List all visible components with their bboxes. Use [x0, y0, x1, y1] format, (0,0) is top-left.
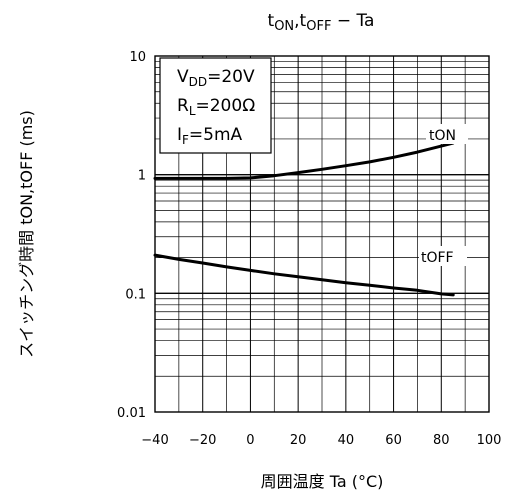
x-tick-label: 60 — [385, 433, 402, 448]
condition-if-sub: F — [182, 133, 189, 147]
condition-vdd-main: V — [177, 67, 189, 87]
condition-if: IF=5mA — [177, 125, 243, 147]
x-axis-label: 周囲温度 Ta (°C) — [261, 472, 384, 491]
y-tick-label: 0.01 — [117, 406, 146, 421]
x-tick-labels: −40 −20 0 20 40 60 80 100 — [141, 433, 501, 448]
series-label-ton-bg — [426, 124, 468, 144]
title-sep: ,t — [294, 11, 306, 31]
x-tick-label: 80 — [433, 433, 450, 448]
x-tick-label: 40 — [338, 433, 355, 448]
condition-rl-main: R — [177, 96, 189, 116]
x-tick-label: −20 — [189, 433, 216, 448]
condition-rl-sub: L — [189, 104, 196, 118]
x-tick-label: 100 — [477, 433, 502, 448]
y-tick-labels: 10 1 0.1 0.01 — [117, 50, 146, 421]
condition-if-tail: =5mA — [189, 125, 243, 145]
condition-rl: RL=200Ω — [177, 96, 255, 118]
y-tick-label: 10 — [129, 50, 146, 65]
condition-vdd-sub: DD — [189, 75, 207, 89]
conditions-box-frame — [159, 57, 272, 154]
y-tick-label: 1 — [138, 169, 146, 184]
title-t1: t — [268, 11, 275, 31]
series-group — [153, 141, 455, 297]
series-line-toff — [153, 253, 455, 297]
series-label-toff-group: tOFF — [419, 246, 467, 266]
series-label-ton: tON — [429, 128, 456, 144]
chart-title: tON,tOFF − Ta — [268, 11, 375, 34]
y-axis-label: スイッチング時間 tON,tOFF (ms) — [17, 110, 36, 358]
title-sub-on: ON — [274, 19, 294, 34]
series-label-toff-bg — [419, 246, 467, 266]
y-tick-label: 0.1 — [125, 287, 146, 302]
series-line-ton — [153, 141, 455, 180]
condition-rl-tail: =200Ω — [196, 96, 256, 116]
x-tick-label: 20 — [290, 433, 307, 448]
title-sub-off: OFF — [306, 19, 331, 34]
series-label-toff: tOFF — [421, 250, 454, 266]
condition-vdd: VDD=20V — [177, 67, 255, 89]
series-label-ton-group: tON — [426, 124, 468, 144]
plot-frame — [154, 55, 490, 413]
grid — [155, 56, 489, 412]
condition-vdd-tail: =20V — [207, 67, 255, 87]
x-tick-label: −40 — [141, 433, 168, 448]
title-tail: − Ta — [331, 11, 374, 31]
condition-if-main: I — [177, 125, 182, 145]
x-tick-label: 0 — [246, 433, 254, 448]
conditions-box: VDD=20V RL=200Ω IF=5mA — [159, 57, 272, 154]
